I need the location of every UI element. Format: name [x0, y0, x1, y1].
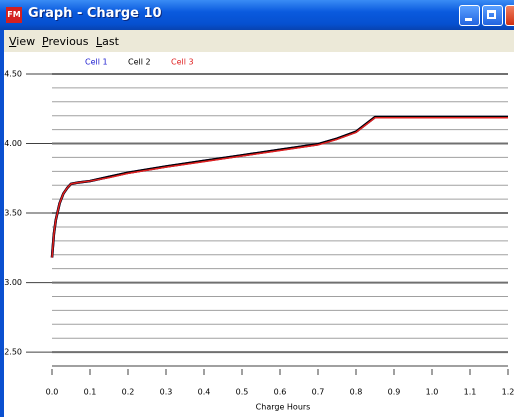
- x-tick-label: 0.2: [122, 388, 135, 397]
- menu-item[interactable]: Previous: [42, 35, 89, 48]
- y-tick-label: 2.50: [4, 348, 22, 357]
- legend-entry: Cell 2: [128, 58, 151, 67]
- series-line: [50, 115, 508, 258]
- x-tick-label: 0.7: [312, 388, 325, 397]
- y-tick-label: 3.00: [4, 278, 22, 287]
- legend-entry: Cell 3: [171, 58, 194, 67]
- x-tick-label: 0.6: [274, 388, 287, 397]
- y-tick-label: 4.00: [4, 139, 22, 148]
- x-tick-label: 0.3: [160, 388, 173, 397]
- window-title: Graph - Charge 10: [28, 6, 162, 21]
- x-tick-label: 1.2: [502, 388, 514, 397]
- x-tick-label: 0.0: [46, 388, 59, 397]
- legend-entry: Cell 1: [85, 58, 108, 67]
- minimize-button[interactable]: [459, 5, 480, 26]
- menu-bar: View Previous Last: [4, 30, 514, 52]
- series-line: [51, 117, 508, 258]
- menu-item[interactable]: Last: [96, 35, 119, 48]
- x-axis-label: Charge Hours: [256, 403, 311, 412]
- x-tick-label: 0.9: [388, 388, 401, 397]
- close-button[interactable]: [505, 5, 514, 26]
- y-tick-label: 4.50: [4, 70, 22, 79]
- x-tick-label: 1.1: [464, 388, 477, 397]
- maximize-button[interactable]: [482, 5, 503, 26]
- x-tick-label: 1.0: [426, 388, 439, 397]
- y-tick-label: 3.50: [4, 209, 22, 218]
- series-line: [50, 115, 508, 258]
- x-tick-label: 0.1: [84, 388, 97, 397]
- x-tick-label: 0.8: [350, 388, 363, 397]
- x-tick-label: 0.4: [198, 388, 211, 397]
- x-tick-label: 0.5: [236, 388, 249, 397]
- menu-item[interactable]: View: [9, 35, 36, 48]
- window-border: [0, 30, 4, 417]
- title-bar: FM Graph - Charge 10: [0, 0, 514, 30]
- app-icon: FM: [6, 7, 22, 23]
